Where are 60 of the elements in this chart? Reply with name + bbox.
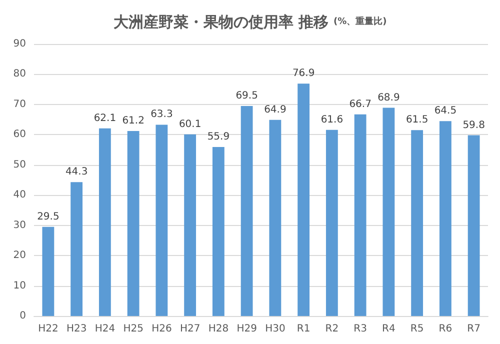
y-tick-label: 90 [13,38,26,50]
data-label: 61.6 [320,114,344,126]
bar [184,134,196,316]
data-label: 59.8 [462,120,485,131]
data-label: 60.1 [178,118,202,130]
data-label: 76.9 [292,68,315,80]
x-tick-label: H30 [265,324,286,334]
x-tick-label: R6 [438,324,452,334]
x-tick-label: H29 [236,324,257,334]
bar [127,131,140,316]
x-tick-label: R4 [382,324,396,334]
bar [156,124,168,316]
y-tick-label: 0 [20,310,26,322]
chart-subtitle: (%、重量比) [333,16,387,27]
bar [468,135,480,316]
data-label: 64.5 [434,106,457,117]
x-tick-label: H23 [66,324,87,334]
y-tick-label: 80 [13,68,26,80]
bar [354,114,366,316]
data-label: 69.5 [236,90,258,102]
bar [411,130,424,316]
x-tick-label: R5 [410,324,424,334]
y-tick-label: 50 [13,159,26,170]
data-label: 61.2 [122,116,144,127]
data-label: 68.9 [378,92,400,104]
x-tick-label: R2 [325,324,339,334]
data-label: 62.1 [94,112,116,124]
x-tick-label: H27 [180,324,200,334]
bar [42,226,54,316]
data-label: 55.9 [207,132,230,143]
bar [98,128,111,316]
x-tick-label: H22 [38,324,58,334]
chart-title: 大洲産野菜・果物の使用率 推移 [113,13,328,31]
data-label: 64.9 [264,104,286,116]
x-tick-label: H28 [208,324,229,334]
data-label: 63.3 [150,109,173,120]
x-tick-label: H25 [123,324,144,334]
data-label: 66.7 [349,98,372,110]
bar [439,121,452,316]
bar [382,108,395,316]
bar [212,147,224,316]
y-tick-label: 70 [13,98,26,110]
x-tick-label: R7 [467,324,480,334]
data-label: 29.5 [37,211,60,222]
bar [70,182,83,316]
x-tick-label: H26 [152,324,172,334]
y-tick-label: 40 [13,190,26,201]
y-tick-label: 30 [13,220,26,231]
bar [269,120,282,316]
bar [298,84,310,316]
bar [240,106,253,316]
y-tick-label: 60 [13,129,26,140]
x-tick-label: R3 [354,324,367,334]
x-tick-label: H24 [94,324,116,334]
y-tick-label: 10 [13,280,26,292]
x-tick-label: R1 [296,324,310,334]
bar [326,130,338,316]
data-label: 44.3 [65,166,88,178]
y-tick-label: 20 [13,250,26,262]
data-label: 61.5 [406,114,428,126]
